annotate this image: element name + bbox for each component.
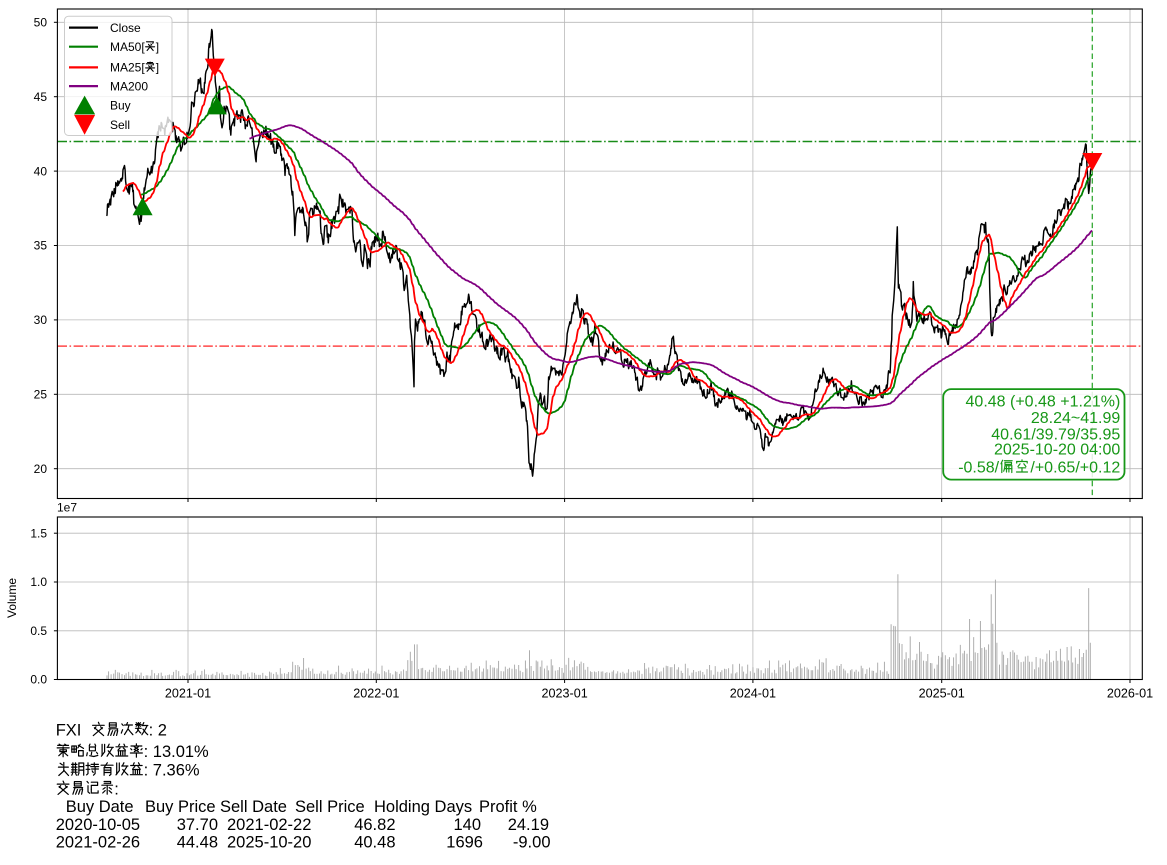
svg-text:Sell: Sell <box>110 118 130 132</box>
svg-text:40.61/39.79/35.95: 40.61/39.79/35.95 <box>991 427 1120 444</box>
svg-text:35: 35 <box>34 239 48 253</box>
svg-text:25: 25 <box>34 388 48 402</box>
svg-text:Sell Date: Sell Date <box>220 798 287 816</box>
svg-text:2021-01: 2021-01 <box>165 687 211 701</box>
svg-text:-9.00: -9.00 <box>513 834 551 852</box>
svg-text:44.48: 44.48 <box>177 834 218 852</box>
svg-text:Profit %: Profit % <box>479 798 537 816</box>
svg-text:1e7: 1e7 <box>57 501 77 515</box>
svg-text:FXI: FXI <box>56 722 82 740</box>
svg-text:MA25[: MA25[ <box>110 61 145 75</box>
svg-text:0.0: 0.0 <box>30 673 47 687</box>
svg-text::: : <box>114 780 119 798</box>
svg-text:28.24~41.99: 28.24~41.99 <box>1031 410 1121 427</box>
svg-text:: 13.01%: : 13.01% <box>144 743 209 761</box>
svg-text:2021-02-26: 2021-02-26 <box>56 834 140 852</box>
svg-text:37.70: 37.70 <box>177 816 218 834</box>
svg-text:2024-01: 2024-01 <box>730 687 776 701</box>
svg-text:2021-02-22: 2021-02-22 <box>227 816 311 834</box>
svg-text:MA50[: MA50[ <box>110 40 145 54</box>
svg-text:Buy Price: Buy Price <box>145 798 216 816</box>
svg-text:2022-01: 2022-01 <box>353 687 399 701</box>
svg-text:40: 40 <box>34 164 48 178</box>
svg-text:/+0.65/+0.12: /+0.65/+0.12 <box>1030 460 1120 477</box>
svg-text:Buy: Buy <box>110 99 131 113</box>
svg-text:40.48 (+0.48 +1.21%): 40.48 (+0.48 +1.21%) <box>966 394 1121 411</box>
svg-text:1.5: 1.5 <box>30 527 47 541</box>
svg-text:Volume: Volume <box>5 578 19 618</box>
svg-text:40.48: 40.48 <box>354 834 395 852</box>
svg-text:46.82: 46.82 <box>354 816 395 834</box>
svg-text:]: ] <box>156 40 159 54</box>
svg-text:2025-10-20: 2025-10-20 <box>227 834 311 852</box>
svg-text:1696: 1696 <box>446 834 483 852</box>
svg-text:: 2: : 2 <box>149 722 167 740</box>
svg-text:Buy Date: Buy Date <box>66 798 134 816</box>
svg-text:Close: Close <box>110 21 141 35</box>
svg-text:1.0: 1.0 <box>30 575 47 589</box>
svg-text:2025-10-20 04:00: 2025-10-20 04:00 <box>994 442 1120 459</box>
svg-text:0.5: 0.5 <box>30 624 47 638</box>
svg-text:Sell Price: Sell Price <box>295 798 365 816</box>
svg-text:-0.58/: -0.58/ <box>958 460 999 477</box>
svg-text:: 7.36%: : 7.36% <box>144 762 200 780</box>
svg-text:140: 140 <box>453 816 481 834</box>
svg-text:]: ] <box>156 61 159 75</box>
svg-text:50: 50 <box>34 16 48 30</box>
svg-text:Holding Days: Holding Days <box>374 798 472 816</box>
svg-text:20: 20 <box>34 462 48 476</box>
svg-text:30: 30 <box>34 313 48 327</box>
svg-text:45: 45 <box>34 90 48 104</box>
svg-text:2025-01: 2025-01 <box>919 687 965 701</box>
svg-text:MA200: MA200 <box>110 79 148 93</box>
svg-text:2026-01: 2026-01 <box>1107 687 1153 701</box>
svg-text:2023-01: 2023-01 <box>541 687 587 701</box>
svg-text:2020-10-05: 2020-10-05 <box>56 816 140 834</box>
svg-text:24.19: 24.19 <box>508 816 549 834</box>
